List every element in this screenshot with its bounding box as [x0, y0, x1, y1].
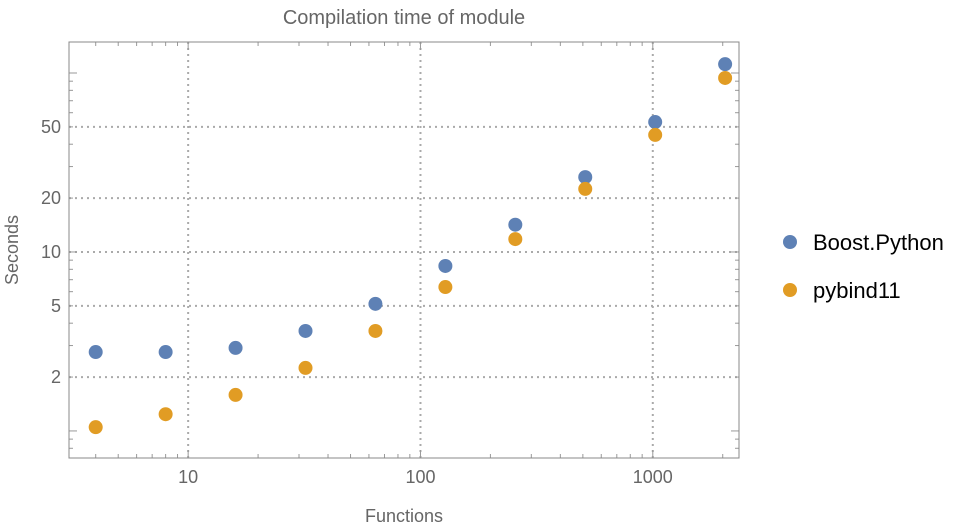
x-tick-label: 10 [178, 467, 198, 487]
y-tick-label: 10 [41, 242, 61, 262]
point-boost-python [438, 258, 453, 273]
point-pybind11 [648, 127, 663, 142]
x-axis-label: Functions [365, 506, 443, 525]
axis-ticks: 10 100 1000 2 5 10 20 50 [41, 42, 739, 487]
point-boost-python [228, 340, 243, 355]
point-boost-python [298, 323, 313, 338]
y-tick-label: 50 [41, 117, 61, 137]
x-tick-label: 1000 [633, 467, 673, 487]
point-pybind11 [228, 387, 243, 402]
legend-label-pybind11: pybind11 [813, 278, 901, 303]
point-pybind11 [578, 181, 593, 196]
point-boost-python [648, 115, 663, 130]
chart-title: Compilation time of module [283, 7, 525, 29]
point-pybind11 [158, 407, 173, 422]
y-tick-label: 5 [51, 296, 61, 316]
y-axis-label: Seconds [2, 215, 22, 285]
y-tick-label: 20 [41, 188, 61, 208]
point-boost-python [368, 296, 383, 311]
point-boost-python [578, 170, 593, 185]
legend-marker-boost-python [783, 235, 797, 249]
plot-frame [68, 41, 740, 459]
legend-marker-pybind11 [783, 283, 797, 297]
legend: Boost.Python pybind11 [783, 230, 944, 303]
point-boost-python [508, 217, 523, 232]
point-pybind11 [718, 70, 733, 85]
point-pybind11 [438, 280, 453, 295]
x-tick-label: 100 [405, 467, 435, 487]
point-pybind11 [88, 420, 103, 435]
data-points [88, 57, 733, 435]
gridlines [69, 42, 739, 458]
point-pybind11 [508, 232, 523, 247]
point-boost-python [718, 57, 733, 72]
y-tick-label: 2 [51, 367, 61, 387]
legend-label-boost-python: Boost.Python [813, 230, 944, 255]
point-boost-python [158, 345, 173, 360]
point-pybind11 [298, 360, 313, 375]
point-pybind11 [368, 323, 383, 338]
point-boost-python [88, 345, 103, 360]
